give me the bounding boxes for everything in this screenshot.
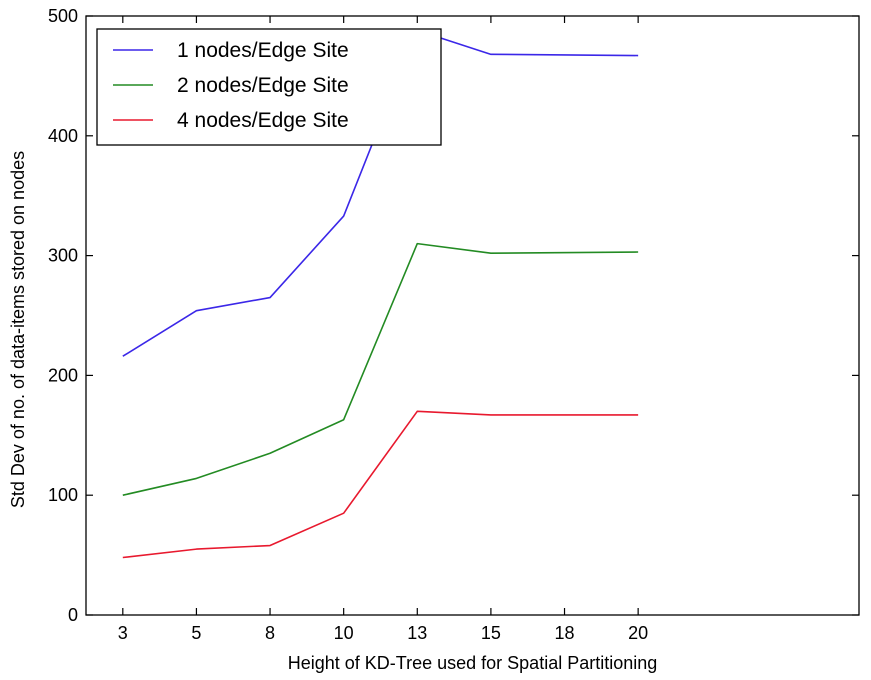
series-line-3 bbox=[122, 410, 639, 559]
x-axis-ticks: 3 5 8 10 13 15 18 20 bbox=[118, 16, 648, 643]
legend-label-3: 4 nodes/Edge Site bbox=[177, 109, 349, 132]
y-tick-label: 0 bbox=[68, 605, 78, 625]
series-line-2 bbox=[122, 242, 639, 496]
x-tick-label: 10 bbox=[334, 623, 354, 643]
series-line-1 bbox=[122, 29, 639, 357]
x-tick-label: 8 bbox=[265, 623, 275, 643]
legend-box bbox=[96, 28, 442, 146]
y-axis-label: Std Dev of no. of data-items stored on n… bbox=[8, 151, 28, 508]
y-tick-label: 500 bbox=[48, 6, 78, 26]
x-tick-label: 5 bbox=[191, 623, 201, 643]
plot-frame bbox=[85, 15, 860, 616]
y-axis-ticks: 0 100 200 300 400 500 bbox=[48, 6, 859, 625]
y-tick-label: 100 bbox=[48, 485, 78, 505]
x-tick-label: 20 bbox=[628, 623, 648, 643]
legend-label-1: 1 nodes/Edge Site bbox=[177, 39, 349, 62]
x-axis-label: Height of KD-Tree used for Spatial Parti… bbox=[288, 653, 658, 673]
series-lines bbox=[122, 29, 639, 559]
y-tick-label: 300 bbox=[48, 246, 78, 266]
legend: 1 nodes/Edge Site 2 nodes/Edge Site 4 node… bbox=[96, 28, 442, 146]
legend-label-2: 2 nodes/Edge Site bbox=[177, 74, 349, 97]
x-tick-label: 13 bbox=[407, 623, 427, 643]
x-tick-label: 15 bbox=[481, 623, 501, 643]
x-tick-label: 18 bbox=[555, 623, 575, 643]
y-tick-label: 400 bbox=[48, 126, 78, 146]
x-tick-label: 3 bbox=[118, 623, 128, 643]
y-tick-label: 200 bbox=[48, 365, 78, 385]
